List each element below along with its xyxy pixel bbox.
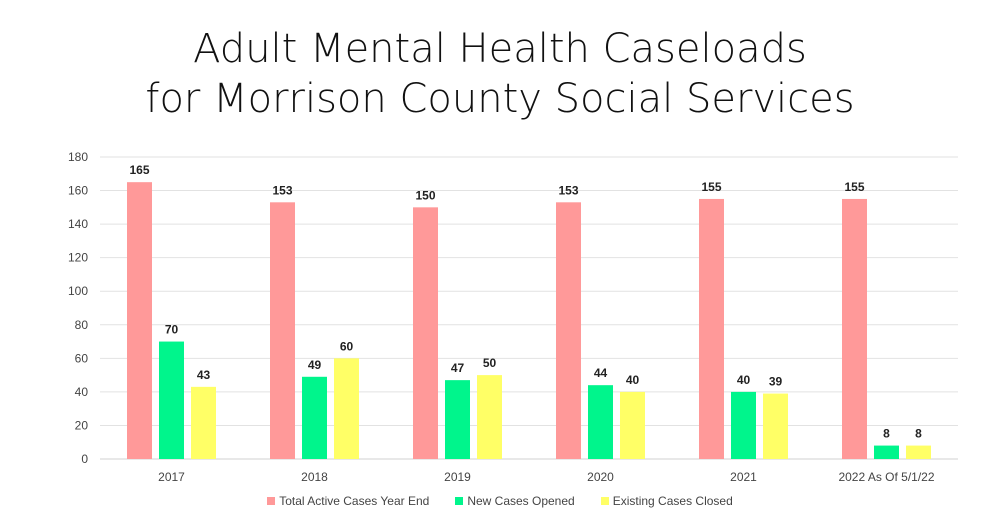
x-tick-label: 2020 — [587, 470, 614, 484]
x-tick-label: 2022 As Of 5/1/22 — [838, 470, 934, 484]
data-labels: 165 70 43 153 49 60 150 47 50 153 44 40 155 40 39 155 8 8 — [129, 163, 922, 440]
bars — [127, 182, 931, 460]
data-label: 155 — [701, 180, 721, 194]
data-label: 47 — [451, 361, 465, 375]
data-label: 153 — [558, 183, 578, 197]
y-tick-label: 160 — [68, 184, 88, 198]
legend-swatch-total-active — [267, 497, 276, 505]
data-label: 8 — [883, 427, 890, 441]
bar-existing-cases-closed-2020 — [620, 391, 645, 459]
bar-existing-cases-closed-2021 — [763, 393, 788, 459]
data-label: 39 — [769, 375, 783, 389]
bar-new-cases-opened-2018 — [302, 376, 327, 459]
data-label: 49 — [308, 358, 322, 372]
x-tick-label: 2017 — [158, 470, 185, 484]
y-tick-label: 100 — [68, 284, 88, 298]
data-label: 40 — [626, 373, 640, 387]
y-tick-label: 0 — [81, 452, 88, 466]
legend-swatch-new-opened — [455, 497, 464, 505]
y-tick-label: 180 — [68, 150, 88, 164]
bar-new-cases-opened-2020 — [588, 385, 613, 459]
data-label: 44 — [594, 366, 608, 380]
chart-title-line-2: for Morrison County Social Services — [145, 76, 855, 122]
y-tick-label: 80 — [75, 318, 89, 332]
data-label: 40 — [737, 373, 751, 387]
legend-item-total-active: Total Active Cases Year End — [267, 494, 429, 508]
gridlines — [100, 156, 958, 460]
legend-item-existing-closed: Existing Cases Closed — [600, 494, 733, 508]
data-label: 43 — [197, 368, 211, 382]
y-axis-ticks: 0 20 40 60 80 100 120 140 160 180 — [68, 150, 88, 466]
y-tick-label: 40 — [75, 385, 89, 399]
bar-existing-cases-closed-2019 — [477, 375, 502, 459]
legend-label-existing-closed: Existing Cases Closed — [612, 494, 733, 508]
bar-total-active-cases-year-end-2018 — [270, 202, 295, 460]
bar-existing-cases-closed-2022 — [906, 445, 931, 459]
bar-new-cases-opened-2019 — [445, 380, 470, 459]
data-label: 165 — [129, 163, 149, 177]
bar-existing-cases-closed-2017 — [191, 386, 216, 459]
x-tick-label: 2019 — [444, 470, 471, 484]
data-label: 150 — [415, 188, 435, 202]
data-label: 155 — [844, 180, 864, 194]
data-label: 70 — [165, 323, 179, 337]
bar-total-active-cases-year-end-2019 — [413, 207, 438, 459]
chart-title-line-1: Adult Mental Health Caseloads — [193, 26, 807, 72]
legend-swatch-existing-closed — [600, 497, 609, 505]
bar-total-active-cases-year-end-2021 — [699, 198, 724, 459]
y-tick-label: 140 — [68, 217, 88, 231]
bar-total-active-cases-year-end-2017 — [127, 182, 152, 459]
legend-label-total-active: Total Active Cases Year End — [279, 494, 430, 508]
legend-item-new-opened: New Cases Opened — [455, 494, 575, 508]
bar-total-active-cases-year-end-2020 — [556, 202, 581, 460]
legend-label-new-opened: New Cases Opened — [467, 494, 575, 508]
bar-existing-cases-closed-2018 — [334, 358, 359, 459]
x-tick-label: 2018 — [301, 470, 328, 484]
bar-new-cases-opened-2022 — [874, 445, 899, 459]
bar-new-cases-opened-2021 — [731, 391, 756, 459]
y-tick-label: 120 — [68, 251, 88, 265]
bar-new-cases-opened-2017 — [159, 341, 184, 459]
data-label: 153 — [272, 183, 292, 197]
bar-total-active-cases-year-end-2022 — [842, 198, 867, 459]
x-tick-label: 2021 — [730, 470, 757, 484]
data-label: 50 — [483, 356, 497, 370]
data-label: 8 — [915, 427, 922, 441]
x-axis-ticks: 2017 2018 2019 2020 2021 2022 As Of 5/1/22 — [158, 470, 935, 484]
y-tick-label: 20 — [75, 418, 89, 432]
data-label: 60 — [340, 339, 354, 353]
y-tick-label: 60 — [75, 351, 89, 365]
legend: Total Active Cases Year End New Cases Op… — [0, 494, 1000, 508]
